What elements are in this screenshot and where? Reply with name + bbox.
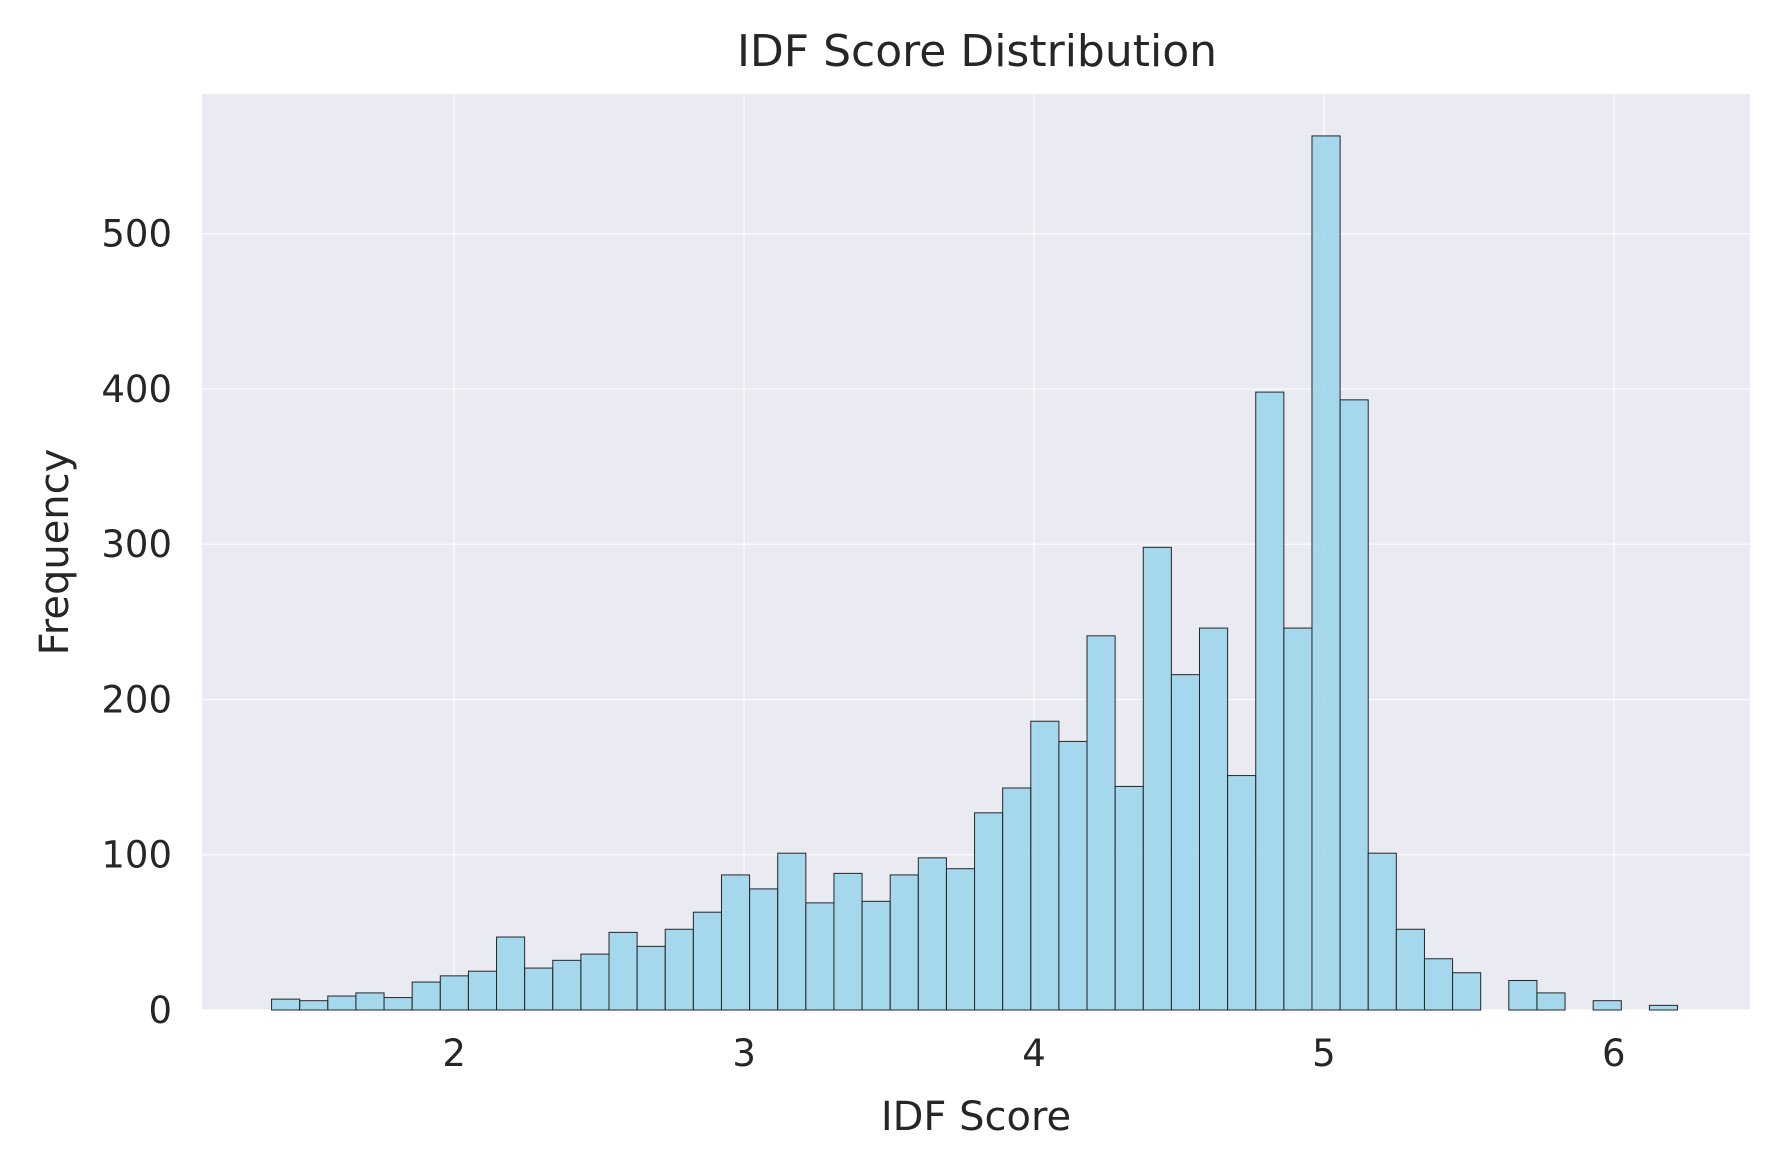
histogram-bar — [1114, 785, 1144, 1011]
histogram-bar — [720, 874, 751, 1011]
histogram-bar — [664, 928, 694, 1011]
histogram-bar — [1142, 546, 1172, 1011]
histogram-bars — [271, 135, 1679, 1011]
y-tick-label: 0 — [148, 989, 172, 1032]
histogram-bar — [1648, 1004, 1679, 1011]
x-tick-label: 3 — [732, 1032, 756, 1075]
chart-title: IDF Score Distribution — [737, 26, 1217, 77]
y-axis-label: Frequency — [32, 449, 78, 656]
histogram-bar — [1536, 992, 1566, 1011]
histogram-bar — [777, 852, 807, 1011]
histogram-bar — [1423, 958, 1454, 1011]
histogram-bar — [1339, 399, 1369, 1011]
histogram-bar — [1170, 674, 1201, 1011]
histogram-bar — [749, 888, 779, 1011]
histogram-bar — [1508, 980, 1538, 1011]
histogram-bar — [1030, 720, 1060, 1011]
histogram-bar — [327, 995, 357, 1011]
x-tick-label: 5 — [1312, 1032, 1336, 1075]
histogram-bar — [439, 975, 469, 1011]
histogram-bar — [411, 981, 441, 1011]
histogram-bar — [524, 967, 554, 1011]
histogram-bar — [552, 959, 582, 1011]
histogram-bar — [1367, 852, 1397, 1011]
histogram-bar — [1311, 135, 1341, 1011]
histogram-bar — [1395, 928, 1425, 1011]
histogram-bar — [1058, 740, 1088, 1011]
histogram-bar — [467, 970, 498, 1011]
histogram-bar — [608, 931, 638, 1011]
histogram-bar — [692, 911, 722, 1011]
histogram-bar — [1227, 775, 1257, 1011]
histogram-bar — [861, 900, 891, 1011]
histogram-bar — [580, 953, 610, 1011]
y-tick-label: 100 — [101, 834, 172, 877]
x-tick-label: 6 — [1602, 1032, 1626, 1075]
x-axis-label: IDF Score — [881, 1094, 1071, 1140]
histogram-bar — [299, 1000, 329, 1011]
y-tick-label: 300 — [101, 523, 172, 566]
y-tick-label: 400 — [101, 368, 172, 411]
histogram-bar — [974, 812, 1004, 1011]
x-tick-label: 4 — [1022, 1032, 1046, 1075]
x-axis-ticks: 2 3 4 5 6 — [442, 1032, 1625, 1075]
histogram-bar — [271, 998, 301, 1011]
histogram-bar — [1452, 972, 1482, 1011]
y-tick-label: 200 — [101, 678, 172, 721]
histogram-bar — [1283, 627, 1313, 1011]
histogram-bar — [1199, 627, 1229, 1011]
histogram-bar — [889, 874, 919, 1011]
histogram-bar — [636, 945, 666, 1011]
histogram-bar — [496, 936, 526, 1011]
grid-lines — [202, 94, 1750, 1011]
histogram-bar — [383, 997, 413, 1011]
x-tick-label: 2 — [442, 1032, 466, 1075]
y-tick-label: 500 — [101, 213, 172, 256]
histogram-bar — [1086, 635, 1116, 1011]
histogram-bar — [833, 872, 863, 1011]
histogram-bar — [945, 868, 976, 1011]
histogram-bar — [1592, 1000, 1622, 1011]
y-axis-ticks: 0 100 200 300 400 500 — [101, 213, 172, 1032]
histogram-bar — [1002, 787, 1032, 1011]
histogram-bar — [355, 992, 385, 1011]
histogram-bar — [805, 902, 835, 1011]
histogram-bar — [917, 857, 947, 1011]
histogram-bar — [1255, 391, 1285, 1011]
